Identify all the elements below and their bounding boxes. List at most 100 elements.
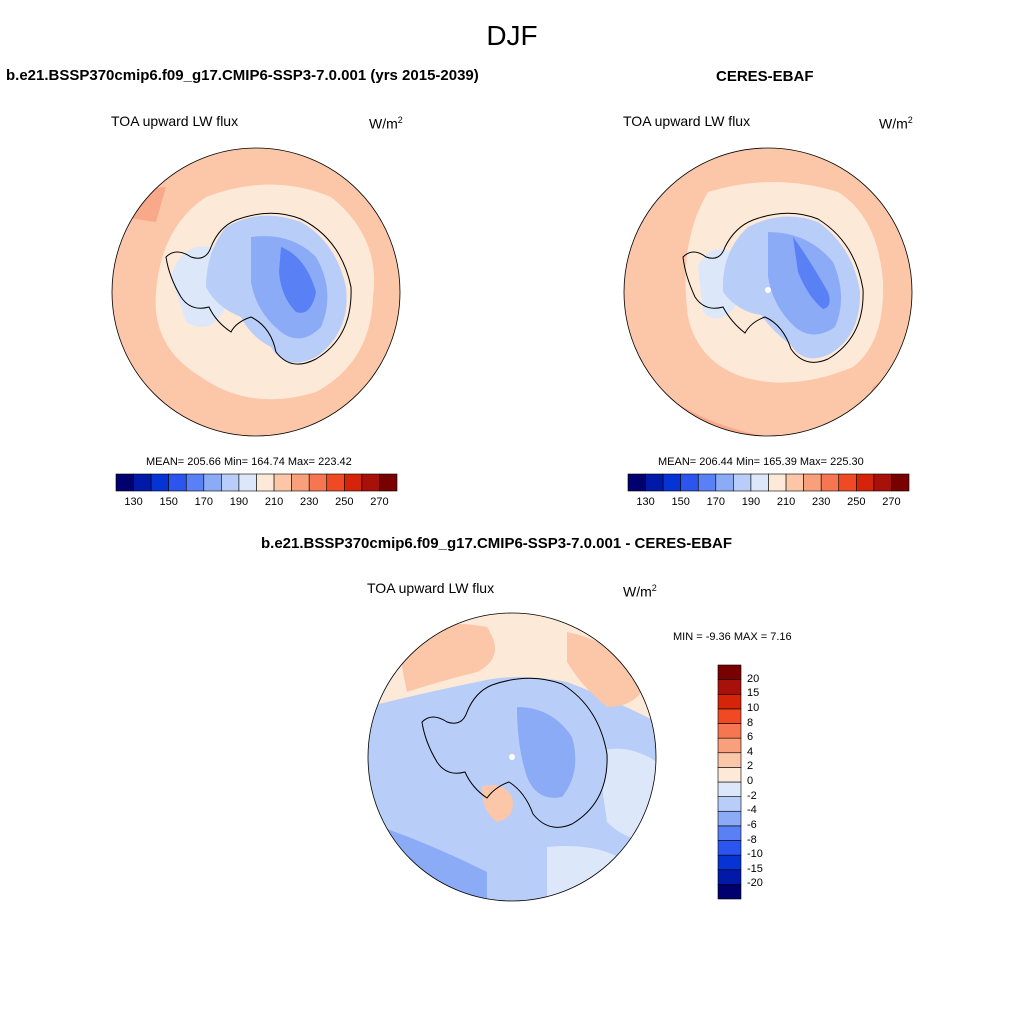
colorbar-tick-label: -6 <box>747 818 757 831</box>
panel-2-units: W/m2 <box>879 115 913 132</box>
colorbar-swatch <box>361 473 380 492</box>
colorbar-swatch <box>715 473 734 492</box>
colorbar-swatch <box>221 473 240 492</box>
colorbar-swatch <box>873 473 892 492</box>
colorbar-tick-label: -4 <box>747 804 757 817</box>
panel-2-map <box>623 147 913 437</box>
colorbar-swatch <box>717 737 742 754</box>
colorbar-swatch <box>326 473 345 492</box>
panel-2-colorbar-ticks: 130 150 170 190 210 230 250 270 <box>628 496 909 510</box>
colorbar-tick-label: 170 <box>706 496 725 508</box>
colorbar-swatch <box>717 664 742 680</box>
antarctica-coastline <box>682 212 864 363</box>
colorbar-swatch <box>717 752 742 768</box>
colorbar-swatch <box>627 473 646 492</box>
colorbar-tick-label: 250 <box>847 496 866 508</box>
colorbar-swatch <box>856 473 875 492</box>
colorbar-tick-label: -20 <box>747 877 763 890</box>
panel-1-variable: TOA upward LW flux <box>111 113 239 129</box>
colorbar-swatch <box>379 473 398 492</box>
colorbar-tick-label: 150 <box>671 496 690 508</box>
colorbar-tick-label: 20 <box>747 672 760 685</box>
colorbar-swatch <box>820 473 840 492</box>
colorbar-tick-label: 170 <box>194 496 213 508</box>
colorbar-swatch <box>717 869 742 885</box>
colorbar-swatch <box>717 825 742 841</box>
panel-2-stats: MEAN= 206.44 Min= 165.39 Max= 225.30 <box>658 456 864 468</box>
panel-2-title: CERES-EBAF <box>716 68 814 85</box>
colorbar-swatch <box>680 473 699 492</box>
colorbar-swatch <box>785 473 804 492</box>
colorbar-tick-label: -8 <box>747 833 757 846</box>
panel-3-map <box>367 612 657 902</box>
colorbar-tick-label: 15 <box>747 687 760 700</box>
colorbar-swatch <box>717 854 742 871</box>
colorbar-tick-label: -10 <box>747 848 763 861</box>
colorbar-tick-label: 190 <box>229 496 249 508</box>
colorbar-tick-label: 150 <box>159 496 178 508</box>
colorbar-tick-label: 270 <box>370 496 389 508</box>
colorbar-swatch <box>803 473 822 492</box>
colorbar-swatch <box>838 473 857 492</box>
colorbar-tick-label: 130 <box>636 496 655 508</box>
colorbar-tick-label: 2 <box>747 760 754 773</box>
colorbar-swatch <box>733 473 752 492</box>
colorbar-swatch <box>344 473 363 492</box>
panel-1-title: b.e21.BSSP370cmip6.f09_g17.CMIP6-SSP3-7.… <box>6 67 479 84</box>
colorbar-swatch <box>203 473 222 492</box>
colorbar-tick-label: -15 <box>747 862 763 875</box>
panel-2-variable: TOA upward LW flux <box>623 113 751 129</box>
panel-3-units: W/m2 <box>623 583 657 600</box>
panel-1-colorbar <box>115 473 398 492</box>
colorbar-swatch <box>717 840 742 856</box>
colorbar-tick-label: 250 <box>335 496 354 508</box>
colorbar-swatch <box>891 473 910 492</box>
colorbar-tick-label: -2 <box>747 789 757 802</box>
colorbar-swatch <box>717 708 742 724</box>
panel-3-stats: MIN = -9.36 MAX = 7.16 <box>673 631 792 643</box>
panel-1-stats: MEAN= 205.66 Min= 164.74 Max= 223.42 <box>146 456 352 468</box>
colorbar-swatch <box>308 473 328 492</box>
colorbar-tick-label: 6 <box>747 731 754 744</box>
panel-1-units: W/m2 <box>369 115 403 132</box>
colorbar-swatch <box>717 884 742 900</box>
colorbar-swatch <box>185 473 205 492</box>
colorbar-swatch <box>238 473 257 492</box>
panel-1-colorbar-ticks: 130 150 170 190 210 230 250 270 <box>116 496 397 510</box>
panel-2-colorbar <box>627 473 910 492</box>
colorbar-swatch <box>717 810 742 827</box>
colorbar-swatch <box>273 473 292 492</box>
colorbar-tick-label: 130 <box>124 496 143 508</box>
colorbar-swatch <box>768 473 787 492</box>
colorbar-tick-label: 190 <box>741 496 761 508</box>
panel-3-title: b.e21.BSSP370cmip6.f09_g17.CMIP6-SSP3-7.… <box>261 535 733 552</box>
colorbar-tick-label: 210 <box>264 496 284 508</box>
panel-3-variable: TOA upward LW flux <box>367 580 495 596</box>
antarctica-coastline <box>421 677 608 828</box>
colorbar-tick-label: 210 <box>776 496 796 508</box>
colorbar-swatch <box>645 473 664 492</box>
colorbar-swatch <box>291 473 310 492</box>
colorbar-swatch <box>168 473 187 492</box>
antarctica-coastline <box>165 212 352 365</box>
colorbar-swatch <box>717 693 742 710</box>
colorbar-swatch <box>256 473 275 492</box>
colorbar-swatch <box>115 473 134 492</box>
colorbar-tick-label: 270 <box>882 496 901 508</box>
colorbar-tick-label: 230 <box>300 496 319 508</box>
colorbar-swatch <box>662 473 681 492</box>
panel-1-map <box>111 147 401 437</box>
colorbar-swatch <box>150 473 169 492</box>
panel-3-colorbar <box>717 664 742 900</box>
colorbar-tick-label: 4 <box>747 745 754 758</box>
colorbar-tick-label: 10 <box>747 701 760 714</box>
colorbar-swatch <box>133 473 152 492</box>
colorbar-tick-label: 230 <box>812 496 831 508</box>
panel-3-colorbar-ticks: -20 -15 -10 -8 -6 -4 -2 0 2 4 6 8 10 15 20 <box>747 665 787 899</box>
colorbar-swatch <box>717 723 742 739</box>
colorbar-tick-label: 8 <box>747 716 754 729</box>
colorbar-swatch <box>717 767 742 783</box>
colorbar-swatch <box>717 796 742 812</box>
colorbar-tick-label: 0 <box>747 775 754 787</box>
colorbar-swatch <box>750 473 769 492</box>
